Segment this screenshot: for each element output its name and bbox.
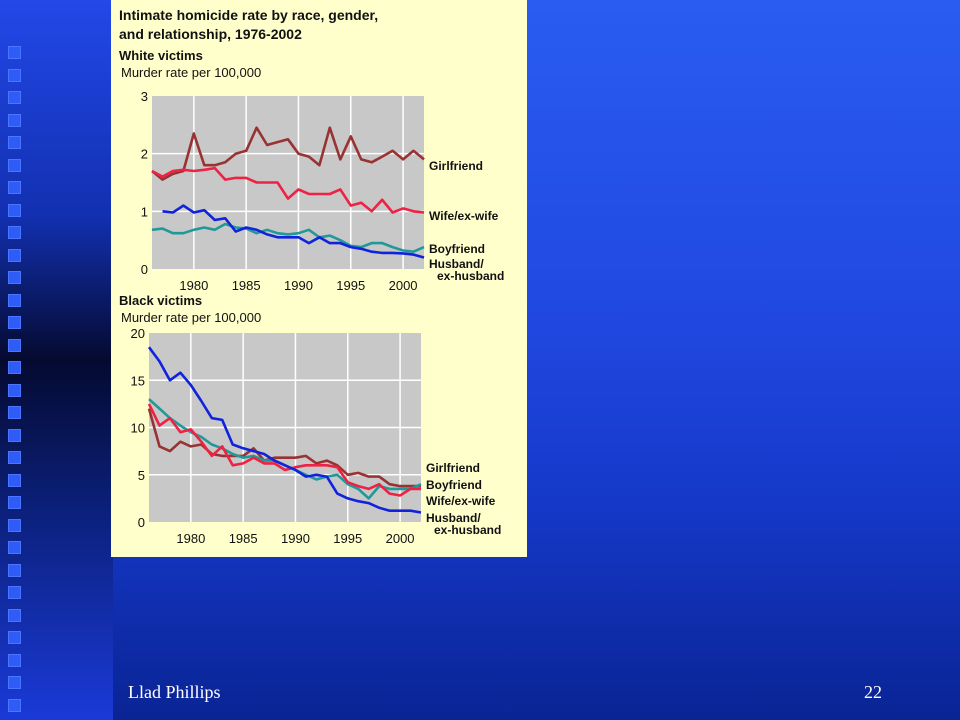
series-label: Boyfriend — [429, 242, 485, 256]
series-label: ex-husband — [437, 269, 504, 283]
series-line-husband-ex-husband — [162, 204, 425, 259]
series-label: Wife/ex-wife — [426, 494, 496, 508]
decorative-square — [8, 91, 21, 104]
decorative-square — [8, 451, 21, 464]
y-tick-label: 2 — [141, 147, 148, 162]
decorative-square — [8, 608, 21, 622]
decorative-square — [8, 541, 21, 554]
decorative-square — [8, 631, 21, 644]
decorative-square — [8, 428, 21, 442]
decorative-square — [8, 181, 21, 194]
y-tick-label: 1 — [141, 204, 148, 219]
chart-panel: Intimate homicide rate by race, gender, … — [111, 0, 527, 557]
series-label: Girlfriend — [429, 159, 483, 173]
decorative-square — [8, 113, 21, 127]
panel-title: White victims — [119, 48, 203, 63]
decorative-square — [8, 563, 21, 577]
series-label: Boyfriend — [426, 478, 482, 492]
decorative-square — [8, 226, 21, 239]
decorative-square — [8, 338, 21, 352]
y-tick-label: 10 — [131, 421, 145, 436]
decorative-square-column — [0, 0, 40, 720]
x-tick-label: 1985 — [229, 531, 258, 546]
x-tick-label: 2000 — [389, 278, 418, 293]
x-tick-label: 1980 — [179, 278, 208, 293]
series-line-wife-ex-wife — [147, 403, 421, 497]
series-label: Husband/ — [426, 511, 481, 525]
x-tick-label: 2000 — [386, 531, 415, 546]
series-label: Husband/ — [429, 257, 484, 271]
decorative-square — [8, 271, 21, 284]
decorative-square — [8, 248, 21, 262]
series-line-boyfriend — [151, 222, 425, 253]
decorative-square — [8, 698, 21, 712]
decorative-square — [8, 158, 21, 172]
decorative-square — [8, 653, 21, 667]
plot-area — [152, 96, 424, 269]
footer-author: Llad Phillips — [128, 682, 221, 702]
decorative-square — [8, 473, 21, 487]
y-tick-label: 5 — [138, 468, 145, 483]
decorative-square — [8, 496, 21, 509]
y-tick-label: 15 — [131, 373, 145, 388]
x-tick-label: 1990 — [281, 531, 310, 546]
decorative-square — [8, 136, 21, 149]
x-tick-label: 1980 — [176, 531, 205, 546]
decorative-square — [8, 518, 21, 532]
series-line-girlfriend — [147, 408, 421, 488]
y-tick-label: 0 — [141, 262, 148, 277]
y-tick-label: 20 — [131, 326, 145, 341]
decorative-square — [8, 316, 21, 329]
series-line-girlfriend — [151, 126, 425, 181]
x-tick-label: 1985 — [232, 278, 261, 293]
panel-title: Black victims — [119, 293, 202, 308]
series-line-husband-ex-husband — [147, 346, 422, 514]
y-tick-label: 0 — [138, 515, 145, 530]
x-tick-label: 1995 — [333, 531, 362, 546]
x-tick-label: 1990 — [284, 278, 313, 293]
black-victims-panel: Black victims Murder rate per 100,000 1980… — [119, 293, 501, 546]
y-tick-label: 3 — [141, 89, 148, 104]
series-label: ex-husband — [434, 523, 501, 537]
series-line-wife-ex-wife — [151, 166, 425, 214]
decorative-square — [8, 68, 21, 82]
decorative-square — [8, 203, 21, 217]
page-number: 22 — [864, 682, 882, 702]
chart-svg: Intimate homicide rate by race, gender, … — [119, 7, 504, 546]
decorative-square — [8, 293, 21, 307]
series-label: Girlfriend — [426, 461, 480, 475]
series-label: Wife/ex-wife — [429, 209, 499, 223]
decorative-square — [8, 676, 21, 689]
chart-title-line-1: Intimate homicide rate by race, gender, — [119, 7, 378, 23]
decorative-square — [8, 406, 21, 419]
decorative-square — [8, 46, 21, 59]
decorative-square — [8, 361, 21, 374]
decorative-square — [8, 586, 21, 599]
chart-title-line-2: and relationship, 1976-2002 — [119, 26, 302, 42]
white-victims-panel: White victims Murder rate per 100,000 1980… — [119, 48, 504, 293]
y-axis-label: Murder rate per 100,000 — [121, 65, 261, 80]
decorative-square — [8, 383, 21, 397]
y-axis-label: Murder rate per 100,000 — [121, 310, 261, 325]
x-tick-label: 1995 — [336, 278, 365, 293]
